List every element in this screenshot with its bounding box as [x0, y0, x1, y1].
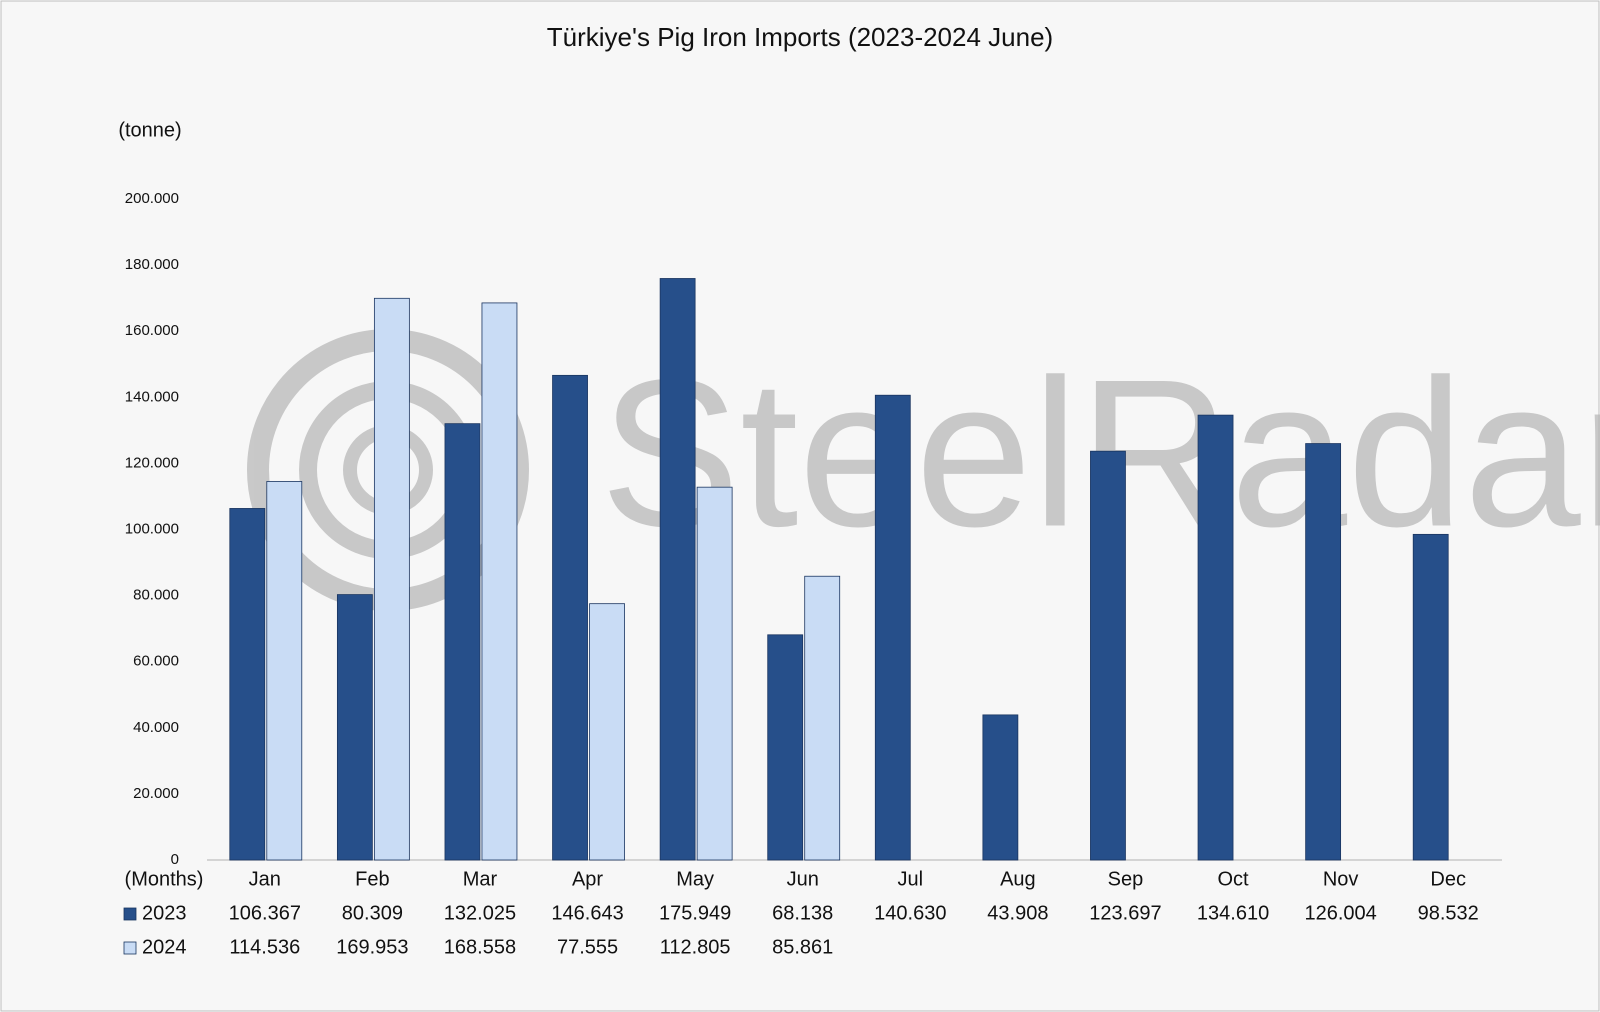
y-tick-label: 160.000 — [125, 322, 179, 339]
data-table-value: 80.309 — [342, 902, 403, 924]
data-table-value: 98.532 — [1418, 902, 1479, 924]
x-tick-label: Jul — [898, 868, 924, 890]
x-tick-label: Feb — [355, 868, 389, 890]
x-tick-label: Mar — [463, 868, 498, 890]
data-table-value: 126.004 — [1304, 902, 1376, 924]
bar — [1305, 443, 1342, 861]
data-table-value: 114.536 — [229, 936, 300, 958]
x-tick-label: Nov — [1323, 868, 1359, 890]
bar — [874, 394, 911, 861]
y-tick-label: 0 — [171, 851, 179, 868]
data-table-value: 112.805 — [660, 936, 731, 958]
y-axis-label: (tonne) — [118, 119, 181, 141]
bar — [1197, 414, 1234, 861]
data-table-value: 43.908 — [987, 902, 1048, 924]
x-tick-label: Aug — [1000, 868, 1036, 890]
data-table-value: 146.643 — [551, 902, 623, 924]
bar — [336, 594, 373, 861]
data-table-value: 106.367 — [229, 902, 301, 924]
y-tick-label: 120.000 — [125, 454, 179, 471]
bar — [982, 714, 1019, 861]
data-table-value: 85.861 — [772, 936, 833, 958]
x-tick-label: Jun — [787, 868, 819, 890]
data-table-value: 169.953 — [336, 936, 408, 958]
x-tick-label: Jan — [249, 868, 281, 890]
x-tick-label: Apr — [572, 868, 603, 890]
bar — [229, 508, 266, 861]
bar — [1090, 450, 1126, 861]
bar — [266, 481, 303, 861]
bar — [589, 603, 625, 861]
bar — [659, 278, 696, 861]
bar — [696, 486, 733, 861]
x-tick-label: Dec — [1430, 868, 1466, 890]
legend-swatch — [123, 907, 137, 921]
x-axis-label: (Months) — [125, 868, 204, 890]
data-table-value: 140.630 — [874, 902, 946, 924]
data-table-value: 168.558 — [444, 936, 516, 958]
x-tick-label: May — [676, 868, 714, 890]
y-tick-label: 200.000 — [125, 190, 179, 207]
data-table-value: 77.555 — [557, 936, 618, 958]
bar — [804, 575, 841, 861]
bar — [552, 374, 588, 861]
x-tick-label: Oct — [1217, 868, 1249, 890]
y-tick-label: 20.000 — [133, 785, 179, 802]
bar — [373, 297, 410, 861]
data-table-value: 175.949 — [659, 902, 731, 924]
legend-label: 2024 — [142, 936, 187, 958]
legend-swatch — [123, 941, 137, 955]
bar — [1412, 533, 1449, 861]
bar — [481, 302, 518, 861]
bar — [444, 423, 481, 861]
legend-label: 2023 — [142, 902, 187, 924]
data-table-value: 68.138 — [772, 902, 833, 924]
bar — [767, 634, 804, 861]
y-tick-label: 40.000 — [133, 719, 179, 736]
data-table-value: 123.697 — [1089, 902, 1161, 924]
y-tick-label: 80.000 — [133, 587, 179, 604]
chart-title: Türkiye's Pig Iron Imports (2023-2024 Ju… — [547, 22, 1053, 52]
data-table-value: 134.610 — [1197, 902, 1269, 924]
y-tick-label: 100.000 — [125, 520, 179, 537]
y-tick-label: 180.000 — [125, 256, 179, 273]
y-tick-label: 60.000 — [133, 653, 179, 670]
y-tick-label: 140.000 — [125, 388, 179, 405]
x-tick-label: Sep — [1108, 868, 1144, 890]
data-table-value: 132.025 — [444, 902, 516, 924]
